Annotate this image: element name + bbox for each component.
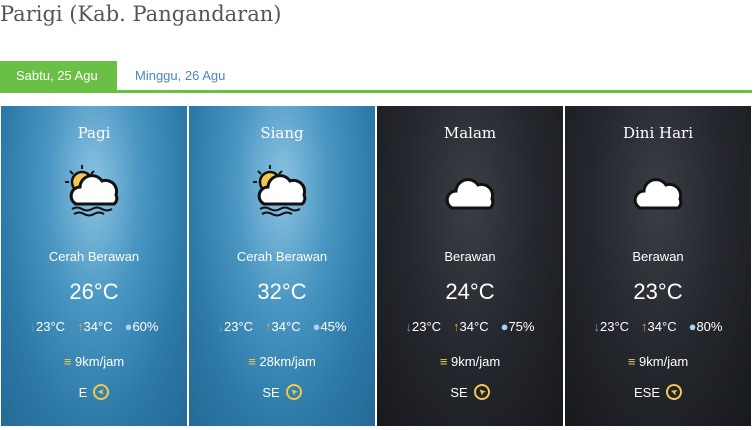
min-temp-value: 23°C <box>224 319 254 334</box>
max-temp: ↑34°C <box>77 319 113 334</box>
forecast-card: Malam Berawan 24°C ↓23°C ↑34°C ●75% ≡ 9k… <box>377 106 563 426</box>
stats-row: ↓23°C ↑34°C ●75% <box>377 319 563 334</box>
compass-icon: ➤ <box>282 380 305 404</box>
humidity: ●80% <box>689 319 723 334</box>
wind-speed: ≡ 9km/jam <box>1 354 187 369</box>
arrow-up-icon: ↑ <box>77 319 84 334</box>
compass-icon: ➤ <box>663 381 685 403</box>
arrow-up-icon: ↑ <box>641 319 648 334</box>
min-temp: ↓23°C <box>30 319 66 334</box>
wind-icon: ≡ <box>63 354 76 369</box>
arrow-down-icon: ↓ <box>593 319 601 334</box>
humidity: ●60% <box>125 319 159 334</box>
wind-direction-label: SE <box>262 384 280 400</box>
wind-direction-label: ESE <box>633 384 660 400</box>
humidity: ●45% <box>313 319 347 334</box>
max-temp: ↑34°C <box>453 319 489 334</box>
tab-sabtu[interactable]: Sabtu, 25 Agu <box>0 61 117 90</box>
max-temp: ↑34°C <box>265 319 301 334</box>
period-label: Dini Hari <box>622 124 694 142</box>
condition-label: Berawan <box>632 249 684 264</box>
droplet-icon: ● <box>688 319 697 334</box>
arrow-down-icon: ↓ <box>405 319 413 334</box>
partly-cloudy-haze-icon <box>253 165 307 217</box>
droplet-icon: ● <box>312 319 321 334</box>
max-temp: ↑34°C <box>641 319 677 334</box>
humidity-value: 45% <box>320 319 347 334</box>
min-temp-value: 23°C <box>36 319 66 334</box>
period-label: Siang <box>260 124 304 142</box>
temperature: 26°C <box>69 279 119 304</box>
wind-direction: SE ➤ <box>377 380 563 404</box>
droplet-icon: ● <box>500 319 509 334</box>
condition-label: Cerah Berawan <box>48 249 140 264</box>
wind-direction: SE ➤ <box>189 380 375 404</box>
stats-row: ↓23°C ↑34°C ●80% <box>565 319 751 334</box>
wind-direction: E ➤ <box>1 384 187 400</box>
period-label: Pagi <box>77 124 111 142</box>
max-temp-value: 34°C <box>647 319 677 334</box>
cloud-icon <box>633 178 683 210</box>
wind-speed-value: 9km/jam <box>451 354 501 369</box>
period-label: Malam <box>443 124 497 142</box>
wind-icon: ≡ <box>627 354 640 369</box>
max-temp-value: 34°C <box>83 319 113 334</box>
min-temp: ↓23°C <box>218 319 254 334</box>
humidity: ●75% <box>501 319 535 334</box>
max-temp-value: 34°C <box>459 319 489 334</box>
cloud-icon <box>445 178 495 210</box>
arrow-down-icon: ↓ <box>217 319 225 334</box>
forecast-card: Pagi Cerah Berawan 26°C ↓23°C ↑34°C ●60%… <box>1 106 187 426</box>
temperature: 32°C <box>257 279 307 304</box>
forecast-card: Dini Hari Berawan 23°C ↓23°C ↑34°C ●80% … <box>565 106 751 426</box>
wind-speed-value: 9km/jam <box>75 354 125 369</box>
wind-speed-value: 28km/jam <box>259 354 316 369</box>
humidity-value: 80% <box>696 319 723 334</box>
temperature: 23°C <box>633 279 683 304</box>
min-temp: ↓23°C <box>406 319 442 334</box>
wind-icon: ≡ <box>248 354 260 369</box>
wind-direction-label: SE <box>450 384 468 400</box>
wind-speed-value: 9km/jam <box>639 354 689 369</box>
arrow-down-icon: ↓ <box>29 319 37 334</box>
compass-icon: ➤ <box>93 384 110 400</box>
day-tabs: Sabtu, 25 Agu Minggu, 26 Agu <box>0 61 752 93</box>
compass-icon: ➤ <box>470 380 493 404</box>
arrow-up-icon: ↑ <box>453 319 460 334</box>
condition-label: Cerah Berawan <box>236 249 328 264</box>
condition-label: Berawan <box>444 249 496 264</box>
forecast-card: Siang Cerah Berawan 32°C ↓23°C ↑34°C ●45… <box>189 106 375 426</box>
wind-speed: ≡ 9km/jam <box>377 354 563 369</box>
temperature: 24°C <box>445 279 495 304</box>
wind-speed: ≡ 9km/jam <box>565 354 751 369</box>
max-temp-value: 34°C <box>271 319 301 334</box>
tab-minggu[interactable]: Minggu, 26 Agu <box>135 68 226 83</box>
min-temp-value: 23°C <box>412 319 442 334</box>
min-temp: ↓23°C <box>594 319 630 334</box>
humidity-value: 75% <box>508 319 535 334</box>
wind-icon: ≡ <box>439 354 452 369</box>
wind-direction-label: E <box>78 384 88 400</box>
arrow-up-icon: ↑ <box>265 319 272 334</box>
wind-speed: ≡ 28km/jam <box>189 354 375 369</box>
page-title: Parigi (Kab. Pangandaran) <box>0 2 282 26</box>
min-temp-value: 23°C <box>600 319 630 334</box>
partly-cloudy-haze-icon <box>65 165 119 217</box>
humidity-value: 60% <box>132 319 159 334</box>
stats-row: ↓23°C ↑34°C ●60% <box>1 319 187 334</box>
stats-row: ↓23°C ↑34°C ●45% <box>189 319 375 334</box>
wind-direction: ESE ➤ <box>565 381 751 403</box>
droplet-icon: ● <box>124 319 133 334</box>
